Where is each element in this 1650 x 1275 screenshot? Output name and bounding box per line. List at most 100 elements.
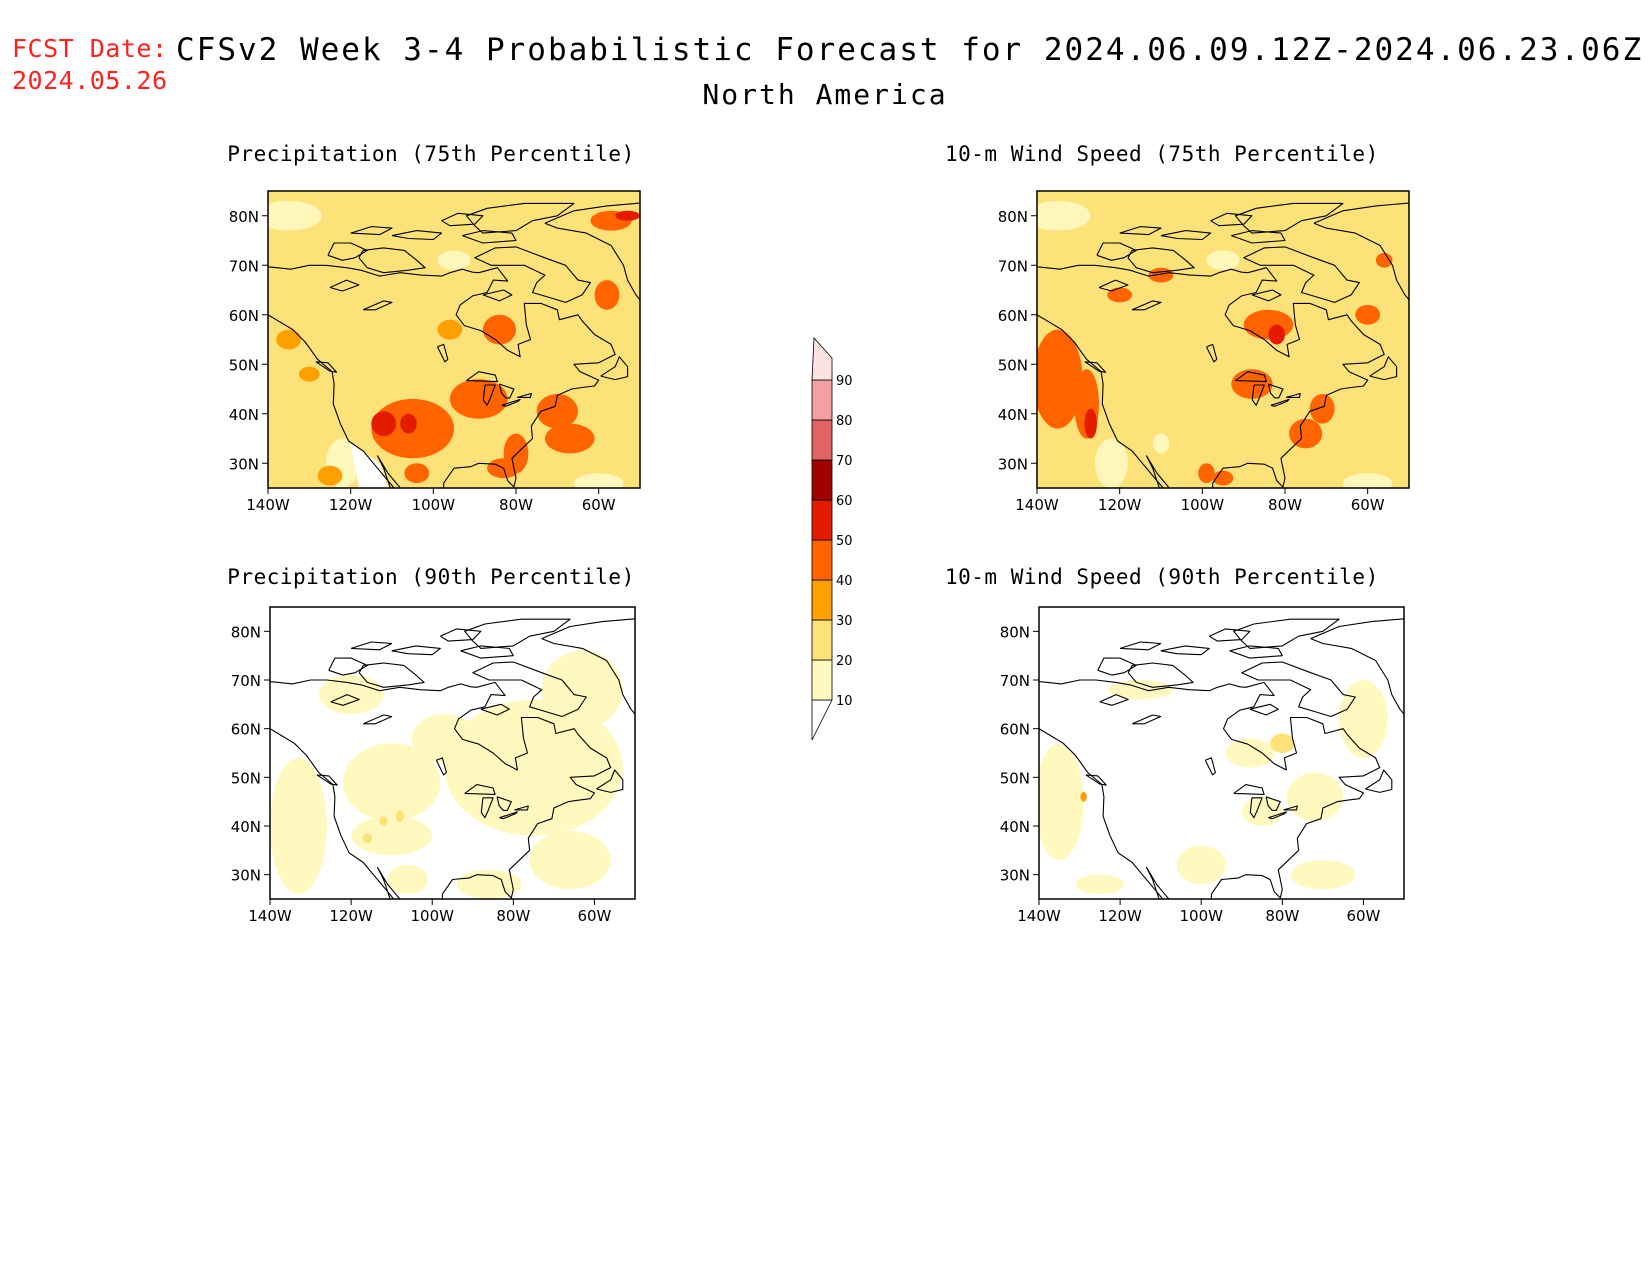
coastline — [1127, 247, 1195, 274]
colorbar-swatch — [811, 459, 833, 501]
map-field — [1039, 607, 1404, 899]
lat-tick-label: 50N — [231, 769, 261, 787]
coastline — [1037, 264, 1385, 488]
probability-patch — [482, 314, 516, 345]
colorbar-level-label: 10 — [836, 694, 853, 709]
panel-title-precip-90: Precipitation (90th Percentile) — [227, 565, 635, 589]
lat-tick-label: 40N — [1000, 818, 1030, 836]
probability-patch — [387, 864, 429, 895]
probability-patch — [544, 423, 595, 454]
probability-patch — [1206, 250, 1240, 271]
probability-patch — [615, 210, 640, 221]
colorbar-swatch — [811, 539, 833, 581]
coastline — [1119, 226, 1162, 236]
probability-patch — [276, 329, 302, 350]
coastline — [362, 300, 393, 311]
page-title: CFSv2 Week 3-4 Probabilistic Forecast fo… — [176, 32, 1644, 68]
coastline — [1096, 242, 1137, 261]
probability-patch — [1241, 796, 1283, 827]
probability-patch — [529, 830, 611, 890]
colorbar: 10 20 30 40 50 60 70 80 90 — [811, 337, 853, 741]
coastline — [1204, 757, 1216, 776]
coastline — [1127, 662, 1194, 688]
lon-tick-label: 60W — [577, 907, 611, 925]
lon-tick-label: 100W — [412, 496, 456, 514]
probability-patch — [1375, 252, 1393, 268]
probability-patch — [449, 379, 508, 419]
coastline — [1310, 618, 1404, 715]
coastline — [350, 226, 393, 236]
lat-tick-label: 60N — [231, 721, 261, 739]
coastline — [329, 279, 360, 292]
lat-tick-label: 70N — [229, 257, 259, 275]
probability-patch — [1286, 772, 1344, 822]
coastline — [350, 641, 393, 651]
probability-patch — [1198, 463, 1215, 484]
probability-patch — [1107, 287, 1133, 303]
lat-tick-label: 40N — [231, 818, 261, 836]
coastline — [316, 774, 338, 786]
coastline — [441, 212, 484, 227]
coastline — [358, 662, 425, 688]
lon-tick-label: 60W — [582, 496, 616, 514]
coastline — [440, 628, 482, 642]
forecast-date-value: 2024.05.26 — [12, 66, 168, 95]
coastline — [1099, 694, 1129, 706]
colorbar-swatch — [811, 337, 833, 381]
probability-patch — [437, 319, 463, 340]
probability-patch — [1037, 329, 1083, 429]
probability-patch — [1339, 680, 1388, 758]
lat-tick-label: 50N — [998, 356, 1028, 374]
coastline — [1132, 714, 1162, 725]
coastline — [391, 230, 443, 241]
probability-patch — [1107, 680, 1173, 700]
probability-patch — [1268, 324, 1285, 345]
coastline — [1119, 641, 1162, 651]
lat-tick-label: 80N — [998, 208, 1028, 226]
lon-tick-label: 60W — [1351, 496, 1385, 514]
probability-patch — [444, 699, 623, 836]
coastline — [498, 383, 515, 399]
coastline — [358, 247, 426, 274]
coastline — [1160, 230, 1212, 241]
coastline — [1235, 371, 1267, 383]
coastline — [315, 361, 338, 373]
coastline — [460, 645, 514, 659]
coastline — [1084, 361, 1107, 373]
coastline — [1249, 797, 1263, 819]
colorbar-bottom-arrow — [811, 699, 833, 741]
probability-patch — [1289, 418, 1323, 449]
colorbar-swatch — [811, 619, 833, 661]
colorbar-level-label: 50 — [836, 534, 853, 549]
colorbar-level-label: 20 — [836, 654, 853, 669]
lat-tick-label: 30N — [229, 455, 259, 473]
region-subtitle: North America — [702, 78, 948, 111]
lon-tick-label: 140W — [248, 907, 292, 925]
panel-title-wind-90: 10-m Wind Speed (90th Percentile) — [945, 565, 1379, 589]
probability-patch — [404, 463, 430, 484]
panel-title-precip-75: Precipitation (75th Percentile) — [227, 142, 635, 166]
coastline — [270, 679, 612, 899]
map-panel-precip90: 30N 40N 50N 60N 70N 80N 140W 120W 100W 80W 60W — [231, 606, 636, 925]
lat-tick-label: 30N — [1000, 867, 1030, 885]
probability-patch — [1080, 791, 1087, 802]
probability-patch — [541, 650, 623, 729]
coastline — [1241, 661, 1356, 718]
coastline — [462, 230, 517, 244]
probability-patch — [379, 816, 388, 827]
coastline — [1270, 398, 1290, 407]
lat-tick-label: 60N — [998, 307, 1028, 325]
probability-patch — [1309, 393, 1335, 424]
coastline — [327, 242, 368, 261]
coastline — [466, 371, 498, 383]
coastline — [600, 356, 629, 381]
probability-patch — [437, 250, 471, 271]
lon-tick-label: 140W — [1015, 496, 1059, 514]
coastline — [1251, 289, 1282, 302]
colorbar-level-label: 40 — [836, 574, 853, 589]
lat-tick-label: 70N — [231, 672, 261, 690]
coastline — [1097, 657, 1137, 676]
probability-patch — [268, 200, 322, 231]
coastline — [328, 657, 368, 676]
probability-patch — [351, 816, 433, 856]
